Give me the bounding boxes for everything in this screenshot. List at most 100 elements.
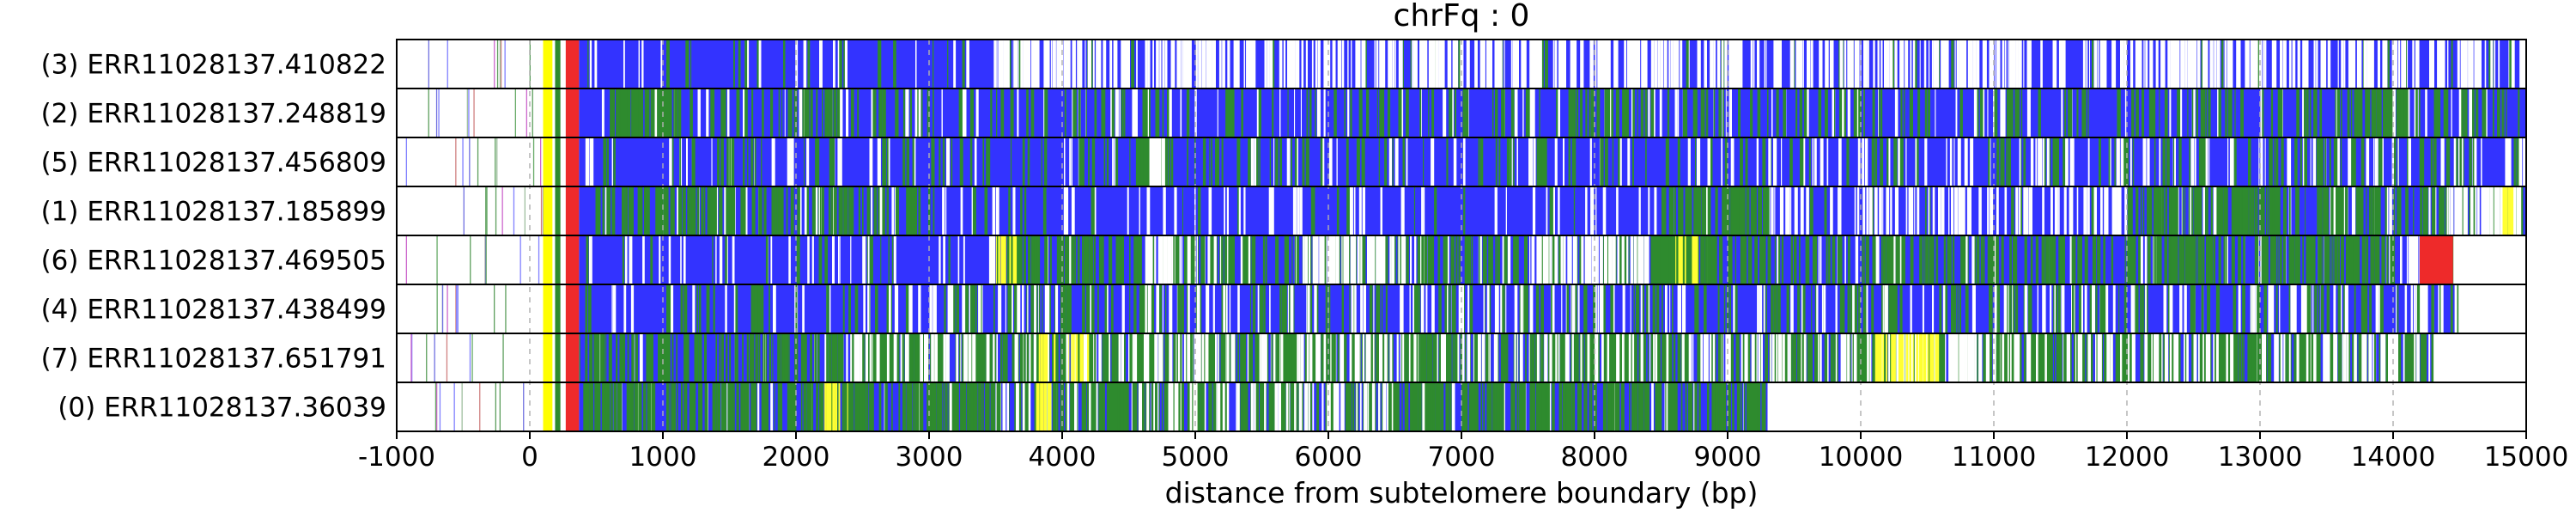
variant-stripe: [725, 236, 727, 284]
variant-stripe: [1304, 334, 1308, 382]
gap-stripe: [1873, 40, 1875, 88]
variant-stripe: [1963, 236, 1966, 284]
variant-stripe: [993, 285, 995, 333]
variant-stripe: [1488, 285, 1492, 333]
gap-stripe: [1546, 187, 1548, 235]
yellow-stripe: [2502, 187, 2504, 235]
gap-stripe: [2403, 40, 2406, 88]
gap-stripe: [1384, 236, 1386, 284]
variant-stripe: [674, 89, 678, 137]
variant-stripe: [2072, 285, 2075, 333]
variant-stripe: [669, 89, 671, 137]
variant-stripe: [1212, 334, 1215, 382]
variant-stripe: [2123, 138, 2126, 186]
gap-stripe: [1299, 187, 1303, 235]
variant-stripe: [1771, 285, 1774, 333]
gap-stripe: [1417, 334, 1419, 382]
green-marker: [555, 138, 561, 186]
variant-stripe: [843, 40, 845, 88]
variant-stripe: [1928, 89, 1930, 137]
variant-stripe: [1834, 89, 1836, 137]
variant-stripe: [1872, 187, 1874, 235]
variant-stripe: [1812, 236, 1814, 284]
gap-stripe: [2070, 138, 2075, 186]
gap-stripe: [2268, 285, 2272, 333]
variant-stripe: [1121, 89, 1123, 137]
subtelomere-mark: [411, 334, 413, 382]
gap-stripe: [1652, 89, 1656, 137]
variant-stripe: [602, 187, 605, 235]
gap-stripe: [1591, 236, 1595, 284]
variant-stripe: [2295, 236, 2299, 284]
variant-stripe: [1930, 236, 1935, 284]
variant-stripe: [1585, 89, 1588, 137]
variant-stripe: [2079, 236, 2082, 284]
variant-stripe: [622, 187, 623, 235]
gap-stripe: [1601, 236, 1602, 284]
gap-stripe: [1899, 236, 1903, 284]
gap-stripe: [1674, 40, 1676, 88]
gap-stripe: [2136, 40, 2141, 88]
variant-stripe: [918, 187, 921, 235]
variant-stripe: [1495, 236, 1497, 284]
gap-stripe: [1050, 40, 1053, 88]
variant-stripe: [2227, 89, 2231, 137]
gap-stripe: [2469, 89, 2472, 137]
yellow-stripe: [1678, 236, 1680, 284]
subtelomere-mark: [436, 236, 438, 284]
gap-stripe: [2023, 40, 2025, 88]
gap-stripe: [1176, 40, 1180, 88]
variant-stripe: [617, 89, 620, 137]
variant-stripe: [2381, 285, 2384, 333]
gap-stripe: [2105, 285, 2109, 333]
variant-stripe: [1990, 236, 1995, 284]
gap-stripe: [590, 40, 592, 88]
variant-stripe: [652, 89, 655, 137]
variant-stripe: [1182, 187, 1183, 235]
gap-stripe: [2084, 285, 2087, 333]
variant-stripe: [2279, 89, 2283, 137]
variant-stripe: [1174, 334, 1176, 382]
gap-stripe: [1528, 138, 1531, 186]
variant-stripe: [1256, 334, 1261, 382]
gap-stripe: [1567, 236, 1571, 284]
gap-stripe: [908, 285, 913, 333]
gap-stripe: [715, 236, 717, 284]
variant-stripe: [2408, 334, 2411, 382]
gap-stripe: [1894, 40, 1898, 88]
variant-stripe: [702, 187, 703, 235]
gap-stripe: [1659, 89, 1662, 137]
variant-stripe: [1245, 236, 1249, 284]
gap-stripe: [2184, 285, 2186, 333]
variant-stripe: [886, 187, 888, 235]
gap-stripe: [915, 89, 919, 137]
gap-stripe: [2182, 40, 2185, 88]
variant-stripe: [2420, 187, 2423, 235]
gap-stripe: [1443, 89, 1447, 137]
gap-stripe: [1807, 40, 1809, 88]
variant-stripe: [2451, 40, 2453, 88]
variant-stripe: [1147, 138, 1150, 186]
variant-stripe: [710, 89, 714, 137]
variant-stripe: [1814, 334, 1817, 382]
variant-stripe: [1830, 334, 1832, 382]
variant-stripe: [1225, 89, 1229, 137]
gap-stripe: [2112, 285, 2116, 333]
gap-stripe: [788, 138, 793, 186]
variant-stripe: [1643, 285, 1644, 333]
variant-stripe: [1271, 334, 1273, 382]
red-stripe: [2420, 236, 2453, 284]
gap-stripe: [1522, 285, 1524, 333]
variant-stripe: [2147, 187, 2150, 235]
variant-stripe: [1844, 89, 1846, 137]
gap-stripe: [1447, 236, 1449, 284]
gap-stripe: [1765, 40, 1767, 88]
yellow-stripe: [2504, 187, 2507, 235]
gap-stripe: [1626, 236, 1629, 284]
variant-stripe: [1379, 89, 1383, 137]
variant-stripe: [2360, 89, 2363, 137]
variant-stripe: [1668, 236, 1671, 284]
gap-stripe: [2193, 40, 2195, 88]
variant-stripe: [1129, 285, 1131, 333]
gap-stripe: [1147, 89, 1149, 137]
